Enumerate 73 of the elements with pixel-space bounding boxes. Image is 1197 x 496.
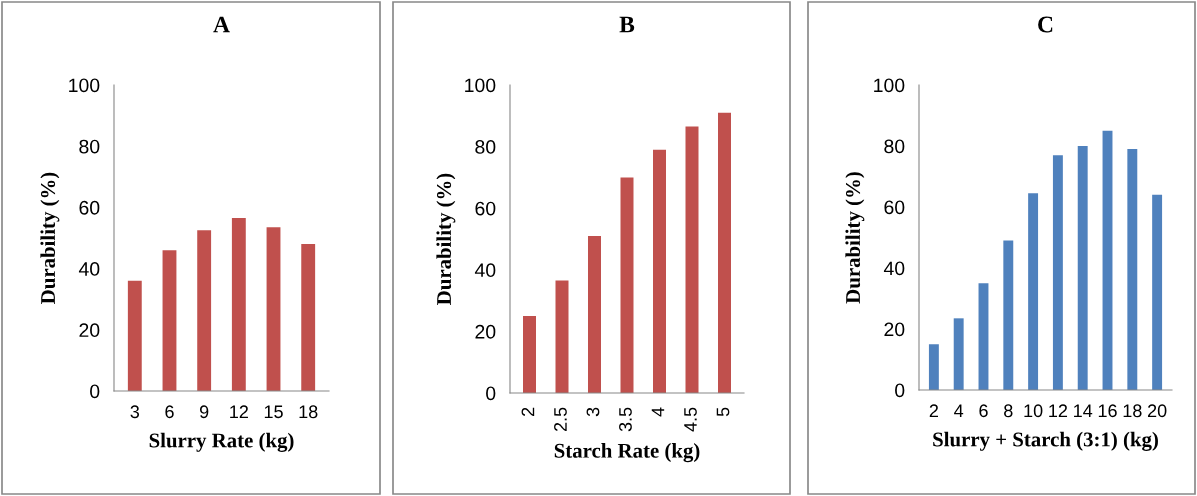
- bar: [620, 177, 634, 393]
- y-tick-label: 0: [90, 384, 100, 399]
- y-axis-title: Durability (%): [436, 173, 456, 305]
- bar: [197, 230, 212, 391]
- bar: [1052, 155, 1063, 390]
- bar: [978, 283, 989, 390]
- y-tick-label: 0: [895, 383, 905, 398]
- x-axis-title: Starch Rate (kg): [554, 443, 700, 463]
- x-tick-label: 15: [264, 405, 283, 419]
- x-tick-label: 2: [521, 407, 535, 417]
- x-tick-label: 2: [929, 404, 938, 417]
- bar: [523, 316, 536, 393]
- x-tick-label: 16: [1098, 404, 1117, 418]
- y-tick-label: 60: [475, 201, 496, 216]
- bar: [718, 112, 731, 393]
- bar: [1077, 146, 1088, 390]
- x-tick-label: 14: [1074, 404, 1093, 417]
- x-tick-label: 3.5: [619, 407, 632, 432]
- bar: [162, 250, 177, 391]
- x-tick-label: 3: [586, 407, 600, 417]
- x-tick-label: 18: [299, 405, 318, 419]
- x-tick-label: 20: [1147, 404, 1167, 418]
- bar: [127, 280, 142, 391]
- x-tick-label: 2.5: [554, 407, 567, 432]
- x-tick-label: 9: [199, 405, 209, 419]
- y-tick-label: 40: [474, 263, 496, 278]
- x-axis-title: Slurry Rate (kg): [149, 432, 294, 452]
- bar: [1127, 149, 1138, 390]
- bar: [231, 218, 246, 391]
- y-tick-label: 80: [475, 140, 496, 154]
- bar: [1028, 193, 1039, 390]
- x-tick-label: 4: [954, 404, 964, 417]
- x-tick-label: 4.5: [684, 407, 697, 432]
- bar: [685, 126, 699, 393]
- y-tick-label: 100: [69, 78, 100, 93]
- bar: [555, 280, 569, 393]
- x-tick-label: 4: [651, 407, 665, 417]
- chart-title: C: [1038, 16, 1053, 33]
- x-axis-title: Slurry + Starch (3:1) (kg): [933, 431, 1158, 451]
- chart-title: A: [213, 16, 230, 33]
- bar: [301, 244, 316, 391]
- y-tick-label: 20: [475, 324, 496, 339]
- bar: [588, 235, 601, 393]
- x-tick-label: 3: [130, 405, 140, 419]
- y-tick-label: 20: [884, 322, 905, 337]
- x-tick-label: 18: [1123, 404, 1142, 418]
- x-tick-label: 8: [1004, 404, 1013, 418]
- y-tick-label: 80: [884, 139, 905, 154]
- y-axis-title: Durability (%): [845, 172, 865, 304]
- x-tick-label: 6: [165, 405, 174, 419]
- y-tick-label: 80: [79, 139, 100, 154]
- bar: [953, 318, 964, 390]
- y-tick-label: 60: [79, 200, 100, 215]
- y-tick-label: 60: [884, 200, 905, 215]
- chart-title: B: [619, 16, 635, 33]
- y-axis-title: Durability (%): [40, 172, 60, 304]
- y-tick-label: 100: [465, 78, 496, 93]
- bar: [266, 227, 281, 391]
- x-tick-label: 6: [979, 404, 988, 418]
- y-tick-label: 40: [883, 261, 905, 276]
- x-tick-label: 10: [1024, 404, 1043, 418]
- x-tick-label: 12: [230, 405, 248, 418]
- y-tick-label: 100: [874, 78, 905, 93]
- x-tick-label: 5: [716, 407, 730, 417]
- bar: [653, 149, 666, 393]
- bar: [1152, 194, 1163, 390]
- y-tick-label: 20: [79, 323, 100, 338]
- bar: [928, 344, 939, 390]
- x-tick-label: 12: [1049, 404, 1068, 417]
- bar: [1003, 240, 1014, 390]
- bar: [1102, 130, 1113, 390]
- y-tick-label: 40: [78, 262, 100, 276]
- y-tick-label: 0: [486, 386, 496, 401]
